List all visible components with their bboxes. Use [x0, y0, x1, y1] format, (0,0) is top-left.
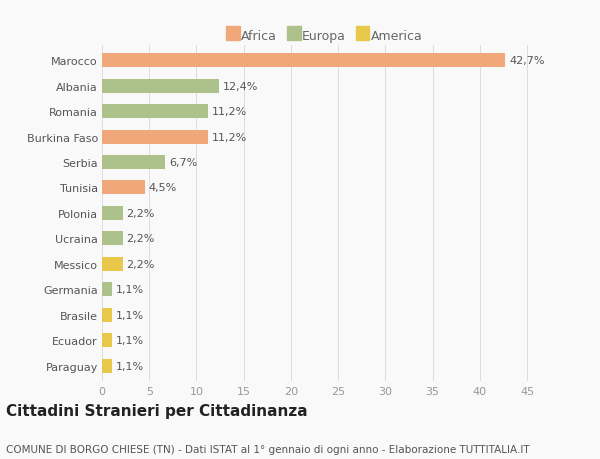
Bar: [102, 207, 123, 220]
Text: 1,1%: 1,1%: [116, 285, 144, 295]
Text: 2,2%: 2,2%: [127, 208, 155, 218]
Text: 4,5%: 4,5%: [148, 183, 176, 193]
Bar: [102, 105, 208, 119]
Bar: [102, 257, 123, 271]
Text: COMUNE DI BORGO CHIESE (TN) - Dati ISTAT al 1° gennaio di ogni anno - Elaborazio: COMUNE DI BORGO CHIESE (TN) - Dati ISTAT…: [6, 444, 530, 454]
Text: 12,4%: 12,4%: [223, 82, 258, 91]
Bar: [102, 232, 123, 246]
Bar: [102, 181, 145, 195]
Text: 2,2%: 2,2%: [127, 234, 155, 244]
Text: 6,7%: 6,7%: [169, 158, 197, 168]
Bar: [102, 54, 505, 68]
Bar: [102, 359, 112, 373]
Text: 2,2%: 2,2%: [127, 259, 155, 269]
Bar: [102, 308, 112, 322]
Text: 1,1%: 1,1%: [116, 336, 144, 345]
Text: Cittadini Stranieri per Cittadinanza: Cittadini Stranieri per Cittadinanza: [6, 403, 308, 418]
Bar: [102, 130, 208, 144]
Bar: [102, 79, 219, 94]
Text: 11,2%: 11,2%: [212, 132, 247, 142]
Text: 1,1%: 1,1%: [116, 361, 144, 371]
Bar: [102, 283, 112, 297]
Bar: [102, 156, 165, 170]
Text: 42,7%: 42,7%: [509, 56, 545, 66]
Text: 1,1%: 1,1%: [116, 310, 144, 320]
Text: 11,2%: 11,2%: [212, 107, 247, 117]
Bar: [102, 333, 112, 347]
Legend: Africa, Europa, America: Africa, Europa, America: [221, 25, 427, 48]
